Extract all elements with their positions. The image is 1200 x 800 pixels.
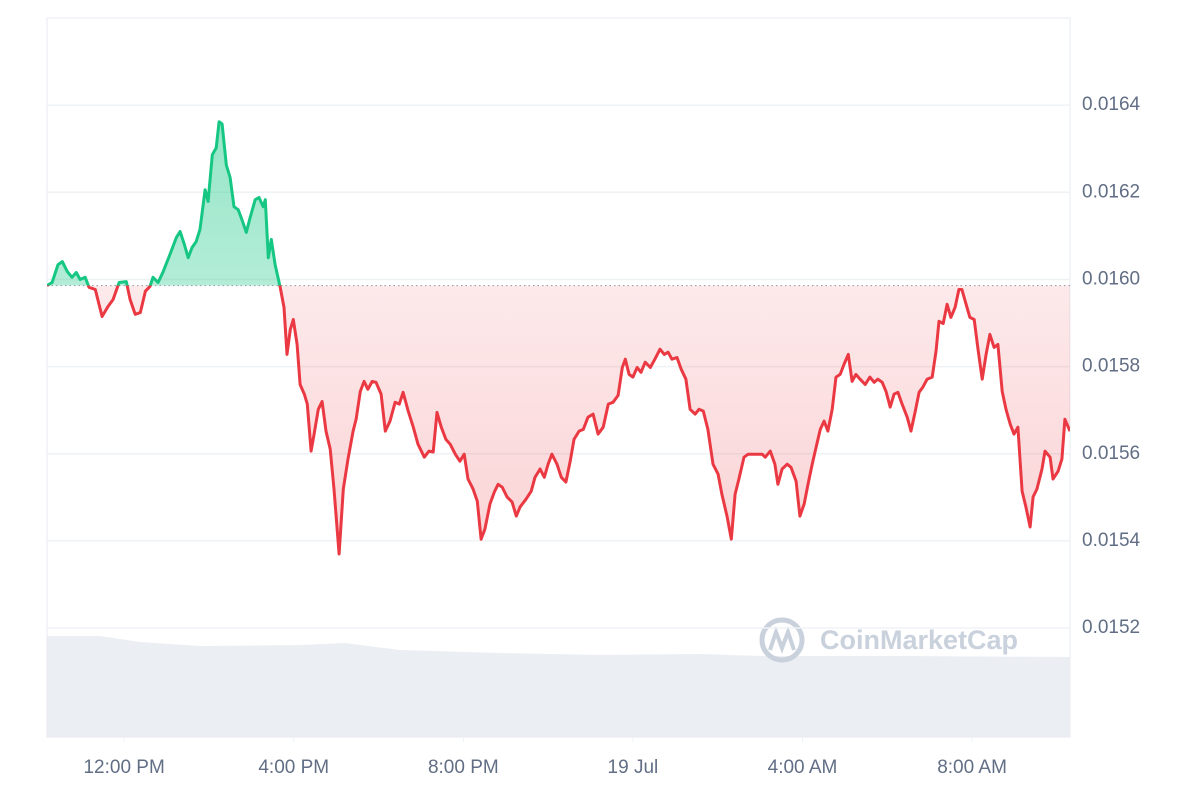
area-down [47, 285, 1070, 554]
y-tick-label: 0.0162 [1082, 181, 1140, 202]
y-tick-label: 0.0152 [1082, 617, 1140, 638]
volume-area [47, 636, 1070, 737]
price-line-up [47, 120, 282, 286]
x-tick-label: 8:00 PM [428, 757, 499, 778]
y-tick-label: 0.0154 [1082, 530, 1141, 551]
x-tick-label: 12:00 PM [83, 757, 164, 778]
y-tick-label: 0.0160 [1082, 268, 1140, 289]
x-tick-label: 19 Jul [608, 757, 659, 778]
watermark: CoinMarketCap [759, 617, 1018, 663]
price-line-down [47, 285, 1070, 556]
watermark-text: CoinMarketCap [820, 625, 1018, 655]
x-tick-label: 4:00 PM [258, 757, 329, 778]
y-tick-label: 0.0164 [1082, 94, 1141, 115]
y-tick-label: 0.0158 [1082, 356, 1140, 377]
y-tick-label: 0.0156 [1082, 443, 1140, 464]
x-tick-label: 4:00 AM [768, 757, 838, 778]
x-tick-label: 8:00 AM [937, 757, 1007, 778]
